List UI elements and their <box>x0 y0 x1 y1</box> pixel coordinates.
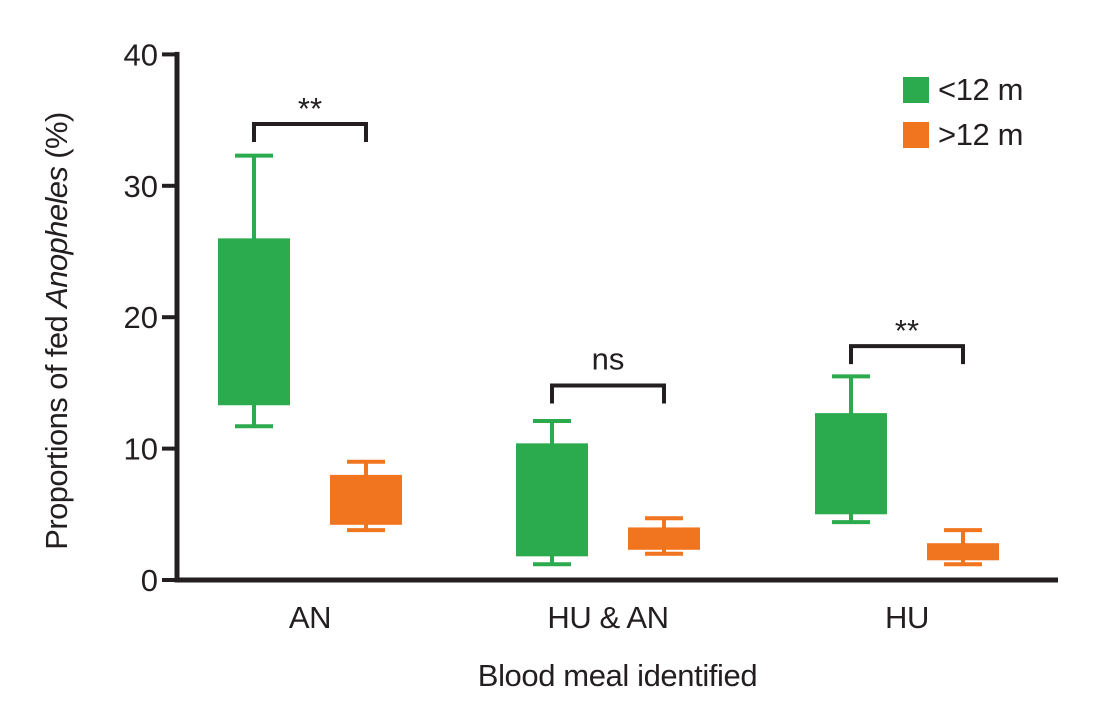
y-tick-label: 0 <box>141 563 158 598</box>
y-tick-label: 30 <box>124 169 158 204</box>
box-rect <box>815 413 887 515</box>
legend-label-over-12m: >12 m <box>938 117 1024 152</box>
box-rect <box>516 443 588 557</box>
box-over12m-HU <box>927 528 999 567</box>
significance-bracket-AN <box>252 122 368 143</box>
box-rect <box>628 527 700 550</box>
legend-swatch-green-icon <box>903 77 929 103</box>
y-axis-title-part: Proportions of fed <box>39 307 74 550</box>
legend-label-under-12m: <12 m <box>938 72 1024 107</box>
box-under12m-AN <box>218 153 290 429</box>
box-series <box>218 153 999 567</box>
box-rect <box>927 543 999 561</box>
x-axis-title: Blood meal identified <box>477 658 758 693</box>
legend-item-over-12m: >12 m <box>903 117 1023 152</box>
significance-label-HU & AN: ns <box>592 342 625 377</box>
x-category-label: HU <box>885 600 929 635</box>
y-tick-label: 40 <box>124 37 158 72</box>
significance-label-HU: ** <box>895 313 919 348</box>
y-axis-title-part: (%) <box>39 112 74 167</box>
x-category-label: HU & AN <box>547 600 668 635</box>
box-over12m-AN <box>330 459 402 533</box>
box-under12m-HU & AN <box>516 419 588 567</box>
y-tick-label: 20 <box>124 300 158 335</box>
legend: <12 m >12 m <box>903 72 1023 166</box>
box-under12m-HU <box>815 374 887 525</box>
axes: 0 10 20 30 40 <box>124 37 1058 598</box>
y-axis-title-italic-part: Anopheles <box>39 166 74 308</box>
box-rect <box>330 474 402 525</box>
box-over12m-HU & AN <box>628 516 700 556</box>
x-category-labels: AN HU & AN HU <box>289 600 930 635</box>
significance-bracket-HU & AN <box>550 383 666 404</box>
legend-swatch-orange-icon <box>903 122 929 148</box>
significance-brackets: ** ns ** <box>252 91 965 404</box>
significance-bracket-HU <box>849 344 965 365</box>
box-rect <box>218 238 290 406</box>
legend-item-under-12m: <12 m <box>903 72 1023 107</box>
significance-label-AN: ** <box>298 91 322 126</box>
x-category-label: AN <box>289 600 331 635</box>
y-tick-label: 10 <box>124 432 158 467</box>
y-axis-title: Proportions of fed Anopheles (%) <box>39 112 75 549</box>
